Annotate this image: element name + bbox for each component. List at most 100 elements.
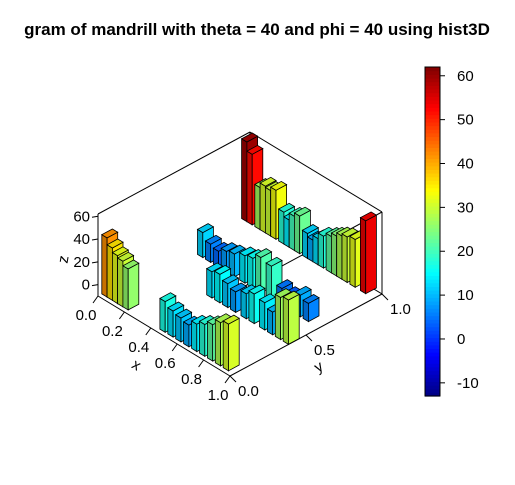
bar-face-front [197, 228, 204, 259]
colorbar-segment [425, 165, 440, 170]
z-axis-label: z [55, 254, 73, 264]
bar-face-front [349, 235, 356, 289]
bar-face-front [240, 289, 247, 320]
bar-face-front [288, 212, 295, 252]
colorbar-segment [425, 227, 440, 233]
colorbar-segment [425, 136, 440, 141]
colorbar-segment [425, 370, 440, 375]
bar-face-top [229, 282, 248, 293]
colorbar-segment [425, 308, 440, 313]
colorbar-segment [425, 213, 440, 218]
bar-face-front [266, 308, 274, 336]
colorbar-segment [425, 154, 440, 159]
x-tick-mark [92, 295, 99, 304]
bar-face-top [293, 206, 312, 217]
bar-face-front [312, 234, 319, 266]
colorbar-segment [425, 271, 440, 276]
bar-face-front [204, 240, 212, 264]
bar-face-side [365, 214, 377, 295]
colorbar-segment [425, 330, 440, 335]
z-tick-mark [91, 238, 99, 241]
y-tick-mark [229, 375, 237, 383]
colorbar-tick-label: 20 [457, 243, 474, 260]
colorbar-segment [425, 114, 440, 119]
colorbar-segment [425, 238, 440, 244]
colorbar-segment [425, 92, 440, 97]
colorbar-segment [425, 264, 440, 269]
bar-face-top [159, 292, 177, 303]
colorbar-segment [425, 77, 440, 83]
colorbar-segment [425, 235, 440, 240]
z-tick-label: 40 [73, 231, 90, 248]
bar-face-top [238, 246, 257, 257]
colorbar-segment [425, 348, 440, 353]
colorbar-segment [425, 344, 440, 350]
colorbar-segment [425, 359, 440, 364]
x-axis-label: x [129, 356, 145, 375]
bar-face-front [254, 183, 261, 231]
bar-face-front [206, 320, 214, 362]
bar-face-front [278, 208, 285, 245]
bar-face-top [106, 238, 124, 249]
colorbar-segment [425, 333, 440, 339]
bar-face-front [222, 320, 229, 372]
colorbar-segment [425, 118, 440, 123]
bar-face-side [228, 317, 240, 372]
hist-bar [265, 256, 283, 300]
bar-face-front [175, 314, 182, 343]
bar-face-front [206, 267, 213, 299]
bar-face-front [106, 244, 113, 302]
bar-face-top [213, 264, 232, 275]
bar-face-top [269, 180, 288, 191]
colorbar-segment [425, 297, 440, 302]
colorbar-segment [425, 110, 440, 116]
colorbar-segment [425, 388, 440, 393]
colorbar-segment [425, 322, 440, 328]
colorbar-segment [425, 81, 440, 86]
colorbar-segment [425, 132, 440, 138]
colorbar-segment [425, 300, 440, 306]
colorbar-tick-label: 10 [457, 287, 474, 304]
colorbar-segment [425, 96, 440, 101]
colorbar-tick-label: 40 [457, 156, 474, 173]
bar-face-front [247, 254, 254, 289]
colorbar-segment [425, 275, 440, 280]
colorbar-segment [425, 282, 440, 287]
colorbar-segment [425, 315, 440, 320]
box-edge [249, 131, 383, 213]
colorbar-segment [425, 289, 440, 295]
x-tick-mark [198, 359, 205, 368]
bar-face-front [167, 307, 174, 338]
hist-bar [282, 290, 301, 346]
bar-face-top [221, 274, 240, 285]
bar-face-top [204, 234, 223, 245]
bar-face-front [117, 257, 124, 308]
bar-face-front [246, 150, 253, 226]
axes-group: 0.0 0.2 0.4 0.6 0.8 1.0 x 0.0 0.5 1.0 y 0 20 40 60 z [55, 208, 411, 404]
colorbar-segment [425, 151, 440, 156]
colorbar-segment [425, 67, 440, 72]
bar-face-side [288, 293, 300, 346]
colorbar-segment [425, 268, 440, 273]
bar-face-top [196, 223, 215, 234]
colorbar-segment [425, 140, 440, 145]
bar-face-front [222, 279, 229, 309]
bar-face-front [214, 270, 221, 304]
bar-face-top [282, 290, 301, 301]
colorbar-segment [425, 246, 440, 251]
colorbar-tick-label: 50 [457, 112, 474, 129]
bar-face-front [183, 321, 190, 348]
bar-face-top [246, 144, 264, 155]
colorbar-segment [425, 224, 440, 229]
colorbar-segment [425, 158, 440, 163]
colorbar-segment [425, 180, 440, 185]
bar-face-front [301, 229, 309, 260]
colorbar-segment [425, 129, 440, 134]
colorbar-segment [425, 304, 440, 309]
z-tick-mark [91, 261, 99, 264]
bar-face-front [191, 320, 198, 353]
bar-face-top [100, 228, 119, 239]
colorbar-segment [425, 205, 440, 211]
bar-face-top [166, 301, 185, 312]
